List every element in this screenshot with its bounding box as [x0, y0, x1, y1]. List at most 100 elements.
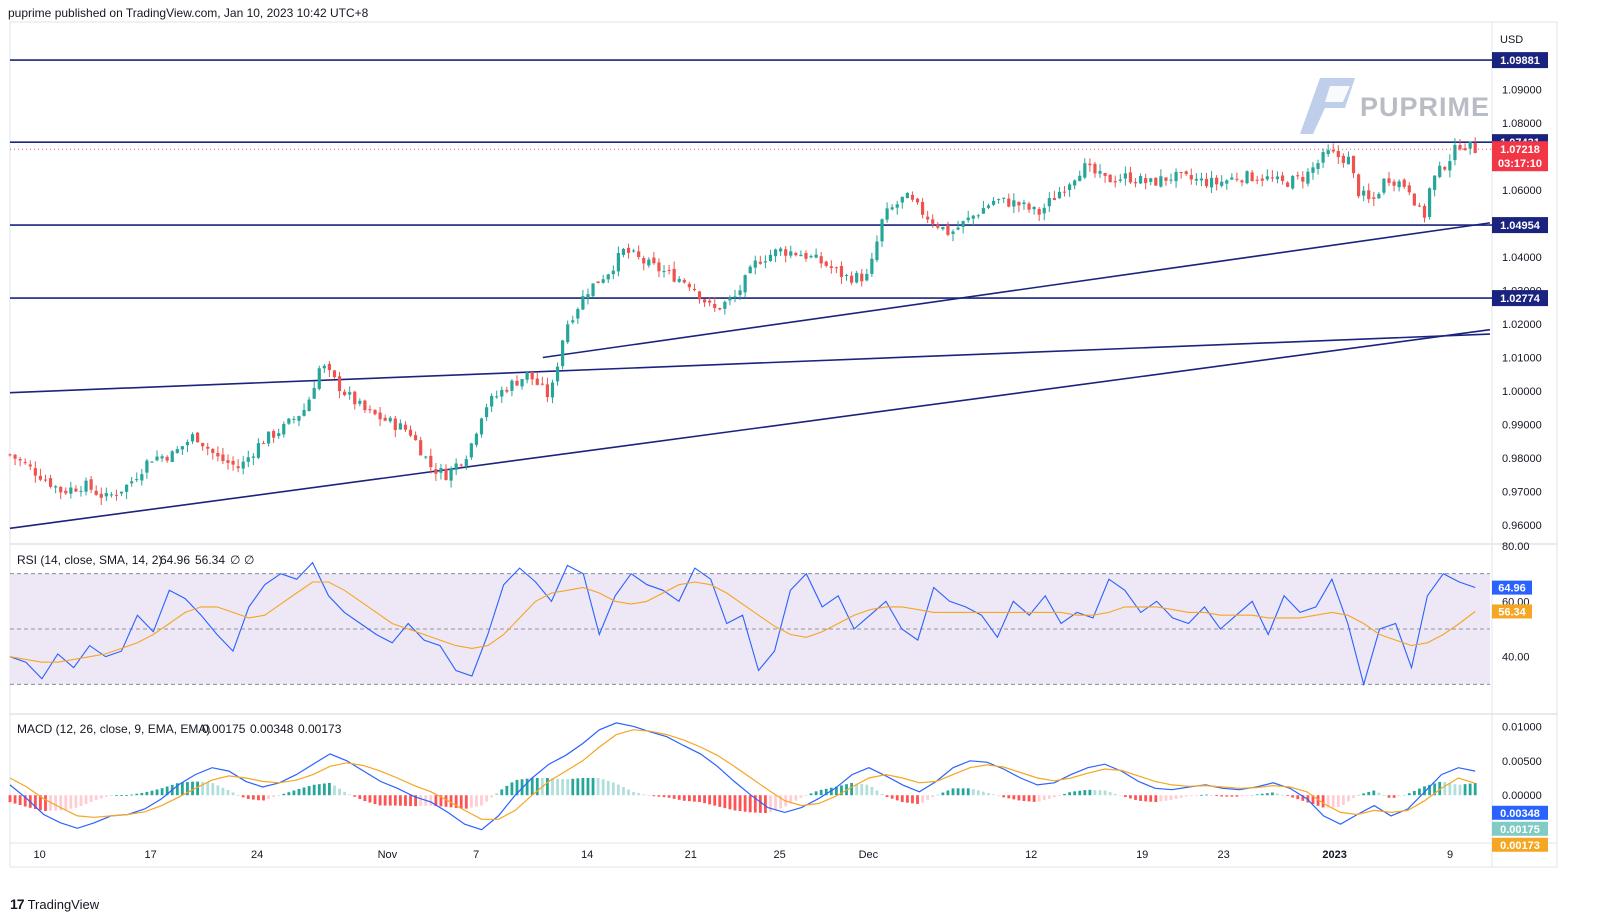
macd-histogram-bar: [535, 778, 539, 796]
candle-body: [1083, 163, 1087, 178]
macd-histogram-bar: [1428, 784, 1431, 796]
macd-histogram-bar: [449, 795, 453, 808]
candle-body: [363, 400, 367, 411]
candle-body: [454, 463, 458, 470]
macd-histogram-bar: [1265, 793, 1269, 796]
candle-body: [1174, 171, 1178, 182]
candle-body: [1433, 175, 1437, 190]
candle-body: [637, 251, 641, 258]
macd-histogram-bar: [74, 795, 78, 808]
macd-histogram-bar: [1357, 794, 1360, 796]
trend-line[interactable]: [9, 333, 1491, 394]
macd-legend-value: 0.00348: [250, 722, 294, 736]
candle-body: [900, 196, 904, 203]
macd-histogram-bar: [723, 795, 727, 809]
trend-line[interactable]: [9, 328, 1491, 530]
candle-body: [1463, 148, 1467, 151]
candle-body: [946, 225, 950, 235]
candle-body: [576, 309, 580, 319]
macd-histogram-bar: [1154, 795, 1158, 803]
macd-histogram-bar: [1255, 794, 1259, 796]
macd-histogram-bar: [738, 795, 742, 812]
candle-body: [1438, 165, 1442, 178]
macd-histogram-bar: [576, 778, 580, 796]
time-tick-label: 10: [33, 849, 45, 861]
watermark: PUPRIME: [1300, 78, 1489, 134]
macd-histogram-bar: [693, 795, 696, 802]
macd-histogram-bar: [363, 795, 367, 802]
candle-body: [1372, 197, 1376, 199]
macd-histogram-bar: [1022, 795, 1026, 802]
candle-body: [606, 274, 610, 280]
macd-value-tag-label: 0.00175: [1500, 824, 1540, 836]
candle-body: [926, 216, 930, 220]
macd-histogram-bar: [1103, 790, 1107, 796]
time-tick-label: 7: [473, 849, 479, 861]
current-price-tag: [1492, 141, 1548, 172]
candle-body: [1326, 150, 1330, 155]
candle-body: [844, 275, 849, 277]
macd-histogram-bar: [931, 795, 935, 798]
macd-pane[interactable]: 0.010000.005000.00000-0.005000.003480.00…: [8, 721, 1548, 852]
candle-body: [672, 268, 676, 282]
candle-body: [23, 462, 27, 464]
macd-histogram-bar: [439, 795, 443, 807]
candle-body: [1108, 174, 1112, 183]
candle-body: [125, 484, 129, 492]
macd-value-tag-label: 0.00348: [1500, 808, 1540, 820]
candle-body: [713, 304, 717, 309]
candle-body: [368, 409, 372, 411]
macd-histogram-bar: [419, 795, 423, 806]
time-tick-label: Dec: [859, 849, 879, 861]
candle-body: [758, 261, 762, 264]
time-tick-label: 24: [251, 849, 263, 861]
macd-histogram-bar: [921, 795, 924, 803]
candle-body: [479, 418, 484, 435]
macd-histogram-bar: [672, 795, 676, 799]
candle-body: [1164, 177, 1168, 181]
candle-body: [378, 412, 382, 420]
macd-histogram-bar: [485, 795, 488, 802]
rsi-value-tag-label: 64.96: [1498, 583, 1526, 595]
puprime-logo-icon: [1300, 78, 1355, 134]
candles[interactable]: [8, 137, 1477, 505]
candle-body: [1220, 181, 1224, 186]
macd-histogram-bar: [682, 795, 686, 801]
candle-body: [84, 480, 88, 492]
tradingview-footer[interactable]: 17 TradingView: [10, 896, 99, 912]
candle-body: [1316, 163, 1320, 169]
rsi-legend-value: 64.96: [160, 553, 190, 567]
macd-histogram-bar: [23, 795, 27, 807]
candle-body: [1377, 193, 1381, 199]
candle-body: [1296, 175, 1300, 177]
candle-body: [343, 391, 347, 396]
candle-body: [413, 435, 418, 441]
macd-histogram-bar: [667, 795, 671, 798]
candle-body: [1427, 188, 1432, 218]
macd-histogram-bar: [495, 793, 499, 796]
candle-body: [733, 296, 737, 298]
macd-histogram-bar: [1159, 795, 1163, 802]
macd-histogram-bar: [687, 795, 691, 802]
macd-histogram-bar: [1210, 795, 1213, 797]
candle-body: [104, 493, 108, 497]
candle-body: [1473, 142, 1477, 153]
macd-histogram-bar: [571, 778, 575, 796]
macd-tick-label: 0.01000: [1502, 721, 1542, 733]
macd-histogram-bar: [287, 792, 291, 796]
candle-body: [571, 320, 575, 323]
candle-body: [586, 294, 590, 299]
macd-histogram-bar: [246, 795, 250, 799]
macd-histogram-bar: [677, 795, 681, 800]
candle-body: [261, 443, 266, 445]
trend-line[interactable]: [542, 222, 1491, 359]
time-tick-label: Nov: [378, 849, 398, 861]
macd-histogram-bar: [1352, 795, 1355, 798]
macd-legend-value: 0.00175: [202, 722, 246, 736]
macd-histogram-bar: [1286, 795, 1290, 797]
price-pane[interactable]: 1.090001.080001.060001.040001.030001.020…: [8, 52, 1548, 532]
macd-histogram-bar: [150, 790, 154, 796]
macd-histogram-bar: [216, 785, 220, 796]
